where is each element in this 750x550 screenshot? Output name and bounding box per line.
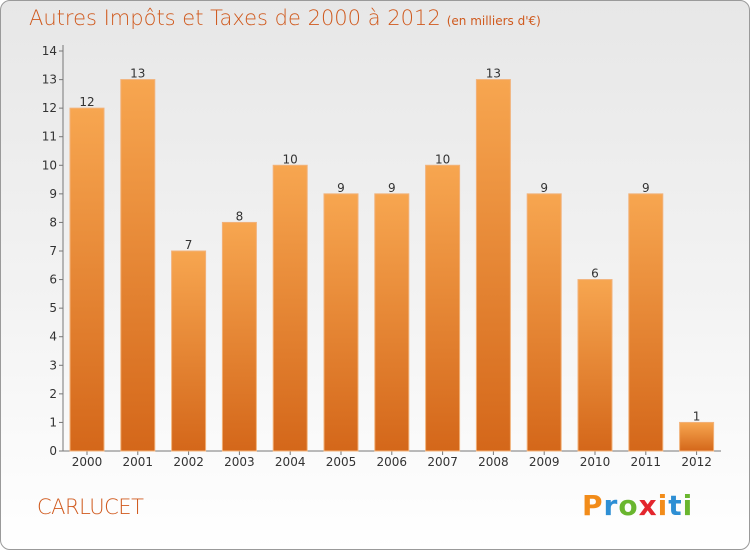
- x-tick-label: 2006: [377, 455, 408, 469]
- y-tick-label: 10: [42, 158, 57, 172]
- chart-title-main: Autres Impôts et Taxes de 2000 à 2012: [29, 6, 441, 30]
- x-tick-label: 2003: [224, 455, 255, 469]
- data-labels: 12 13 7 8 10 9 9 10 13 9 6 9 1: [79, 67, 700, 424]
- x-tick-label: 2007: [427, 455, 458, 469]
- logo-letter: x: [638, 489, 658, 522]
- y-tick-label: 12: [42, 101, 57, 115]
- y-tick-label: 8: [49, 215, 57, 229]
- logo-letter: i: [657, 489, 669, 522]
- data-label: 10: [283, 152, 298, 166]
- data-label: 13: [486, 67, 501, 81]
- logo-letter: r: [603, 489, 619, 522]
- y-tick-label: 4: [49, 330, 57, 344]
- bar: [69, 107, 105, 452]
- x-tick-label: 2005: [326, 455, 357, 469]
- bar: [679, 421, 715, 452]
- y-tick-label: 1: [49, 415, 57, 429]
- x-tick-label: 2002: [173, 455, 204, 469]
- data-label: 6: [591, 267, 599, 281]
- y-tick-label: 5: [49, 301, 57, 315]
- y-tick-label: 7: [49, 244, 57, 258]
- proxiti-logo: Proxiti: [582, 489, 693, 522]
- logo-letter: i: [682, 489, 694, 522]
- x-tick-label: 2012: [681, 455, 712, 469]
- x-tick-label: 2011: [631, 455, 662, 469]
- bar: [323, 193, 359, 452]
- y-tick-label: 6: [49, 273, 57, 287]
- data-label: 12: [79, 95, 94, 109]
- y-tick-label: 3: [49, 358, 57, 372]
- data-label: 13: [130, 67, 145, 81]
- data-label: 7: [185, 238, 193, 252]
- bar: [526, 193, 562, 452]
- bar: [628, 193, 664, 452]
- bar: [171, 250, 207, 452]
- chart-title: Autres Impôts et Taxes de 2000 à 2012 (en…: [29, 6, 541, 30]
- commune-name: CARLUCET: [37, 495, 144, 519]
- y-tick-label: 13: [42, 73, 57, 87]
- bar: [577, 279, 613, 452]
- x-tick-label: 2001: [123, 455, 154, 469]
- bars: [69, 79, 715, 452]
- x-tick-label: 2009: [529, 455, 560, 469]
- y-tick-label: 9: [49, 187, 57, 201]
- y-tick-label: 0: [49, 444, 57, 458]
- data-label: 9: [540, 181, 548, 195]
- logo-letter: o: [618, 489, 639, 522]
- data-label: 1: [693, 409, 701, 423]
- x-tick-label: 2000: [72, 455, 103, 469]
- x-tick-label: 2004: [275, 455, 306, 469]
- logo-letter: t: [668, 489, 683, 522]
- y-tick-label: 2: [49, 387, 57, 401]
- bar: [475, 79, 511, 452]
- data-label: 9: [642, 181, 650, 195]
- y-tick-label: 11: [42, 130, 57, 144]
- bar: [120, 79, 156, 452]
- bar: [272, 164, 308, 452]
- bar: [374, 193, 410, 452]
- bar: [221, 221, 257, 452]
- bar: [425, 164, 461, 452]
- data-label: 9: [388, 181, 396, 195]
- data-label: 10: [435, 152, 450, 166]
- data-label: 8: [236, 209, 244, 223]
- chart-subtitle: (en milliers d'€): [446, 14, 541, 28]
- x-tick-label: 2008: [478, 455, 509, 469]
- data-label: 9: [337, 181, 345, 195]
- logo-letter: P: [582, 489, 604, 522]
- y-tick-label: 14: [42, 44, 57, 58]
- x-tick-label: 2010: [580, 455, 611, 469]
